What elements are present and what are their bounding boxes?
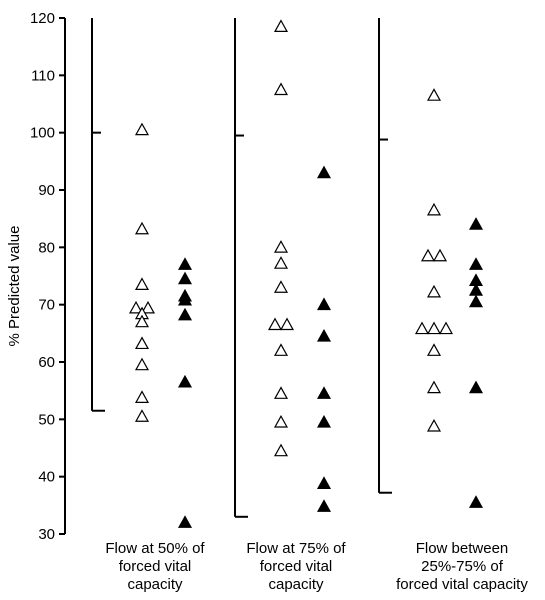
filled-triangle-marker (468, 495, 484, 508)
y-tick-label: 50 (38, 411, 55, 428)
filled-triangle-marker (468, 294, 484, 308)
filled-triangle-marker (316, 386, 332, 399)
open-triangle-marker (426, 321, 442, 335)
filled-triangle-marker (316, 165, 332, 179)
open-triangle-marker (267, 317, 283, 331)
open-triangle-marker (273, 343, 289, 356)
filled-triangle-marker (316, 297, 332, 311)
open-triangle-marker (128, 300, 144, 314)
open-triangle-marker (273, 240, 289, 253)
group-labels: Flow at 50% of forced vital capacity Flow a… (105, 540, 528, 593)
open-triangle-marker (426, 284, 442, 298)
reference-lines (91, 18, 392, 518)
open-triangle-marker (426, 88, 442, 101)
filled-triangle-marker (177, 271, 193, 285)
open-triangle-marker (414, 321, 430, 335)
filled-triangle-marker (468, 217, 484, 230)
group-label: Flow between 25%-75% of forced vital capac… (396, 540, 528, 593)
open-triangle-marker (273, 82, 289, 96)
open-triangle-marker (273, 443, 289, 457)
open-triangle-marker (134, 357, 150, 371)
open-triangle-marker (134, 122, 150, 136)
y-axis: 30 40 50 60 70 80 90 100 110 120 (30, 10, 66, 543)
open-triangle-marker (426, 418, 442, 432)
filled-triangle-marker (177, 257, 193, 270)
open-triangle-marker (134, 390, 150, 403)
open-triangle-marker (438, 321, 454, 335)
y-tick-label: 60 (38, 354, 55, 371)
group-label: Flow at 50% of forced vital capacity (105, 540, 205, 593)
open-triangle-marker (134, 409, 150, 422)
y-tick-label: 110 (31, 67, 55, 84)
filled-triangle-marker (316, 328, 332, 342)
open-triangle-marker (134, 336, 150, 350)
open-triangle-marker (420, 248, 436, 262)
y-tick-label: 70 (38, 297, 55, 314)
y-tick-label: 90 (38, 182, 55, 199)
filled-triangle-marker (468, 380, 484, 394)
open-triangle-marker (426, 343, 442, 356)
open-triangle-marker (273, 386, 289, 399)
open-triangle-marker (273, 256, 289, 269)
filled-triangle-marker (177, 307, 193, 321)
open-triangle-marker (426, 202, 442, 216)
filled-triangle-marker (316, 499, 332, 512)
filled-triangle-marker (468, 257, 484, 270)
filled-triangle-marker (316, 414, 332, 428)
open-triangle-marker (273, 280, 289, 293)
group-label: Flow at 75% of forced vital capacity (246, 540, 346, 593)
open-triangle-marker (134, 277, 150, 290)
open-triangle-marker (432, 248, 448, 262)
filled-triangle-marker (177, 515, 193, 528)
data-markers (128, 19, 484, 528)
y-tick-label: 30 (38, 526, 55, 543)
y-tick-label: 120 (30, 10, 55, 27)
y-tick-label: 40 (38, 469, 55, 486)
filled-triangle-marker (316, 476, 332, 489)
open-triangle-marker (134, 221, 150, 235)
open-triangle-marker (140, 300, 156, 314)
y-axis-label: % Predicted value (6, 226, 23, 347)
filled-triangle-marker (177, 292, 193, 306)
open-triangle-marker (279, 317, 295, 331)
filled-triangle-marker (177, 374, 193, 388)
y-tick-label: 100 (30, 125, 55, 142)
open-triangle-marker (134, 314, 150, 328)
open-triangle-marker (273, 19, 289, 32)
y-tick-label: 80 (38, 239, 55, 256)
open-triangle-marker (273, 414, 289, 428)
open-triangle-marker (426, 380, 442, 394)
